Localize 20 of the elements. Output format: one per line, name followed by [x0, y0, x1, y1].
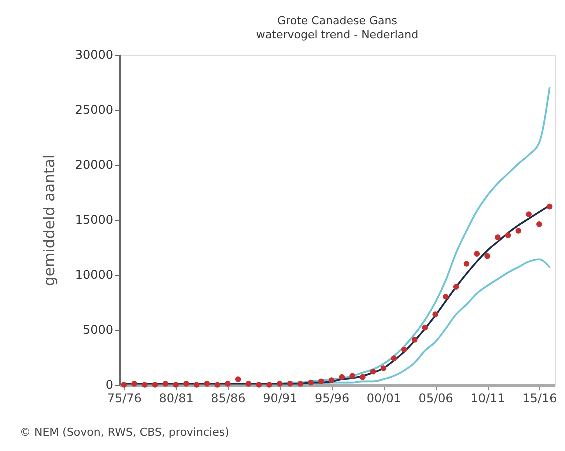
x-tick-label: 10/11: [470, 392, 506, 406]
x-tick-label: 80/81: [159, 392, 194, 406]
y-tick-label: 0: [106, 378, 114, 392]
x-tick-label: 85/86: [211, 392, 246, 406]
y-tick-label: 20000: [75, 158, 114, 172]
y-axis-title: gemiddeld aantal: [40, 154, 58, 286]
chart-title: Grote Canadese Gans: [278, 14, 398, 28]
x-tick-label: 90/91: [263, 392, 298, 406]
x-tick-label: 15/16: [522, 392, 558, 406]
x-tick-label: 05/06: [418, 392, 454, 406]
x-tick-label: 00/01: [366, 392, 402, 406]
y-tick-label: 15000: [75, 213, 114, 227]
x-tick-label: 95/96: [314, 392, 350, 406]
y-tick-label: 30000: [75, 48, 114, 62]
y-tick-label: 5000: [82, 323, 114, 337]
y-tick-label: 10000: [75, 268, 114, 282]
chart-subtitle: watervogel trend - Nederland: [256, 28, 419, 42]
x-tick-label: 75/76: [107, 392, 142, 406]
text: © NEM (Sovon, RWS, CBS, provincies): [20, 426, 230, 439]
y-tick-label: 25000: [75, 103, 114, 117]
